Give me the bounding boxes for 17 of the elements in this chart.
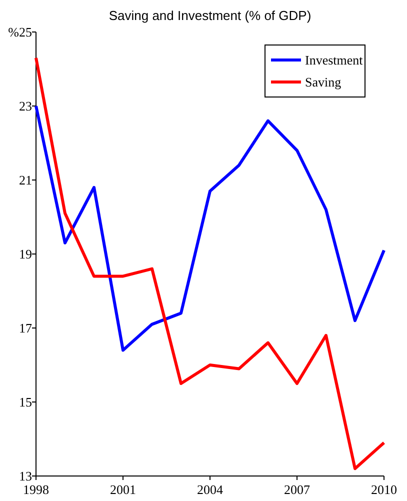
y-tick-label: 15: [19, 394, 32, 410]
y-tick-label: 19: [19, 246, 32, 262]
x-tick-label: 2010: [371, 482, 397, 497]
y-tick-label: %25: [8, 24, 32, 40]
y-tick-label: 21: [19, 172, 32, 188]
y-tick-label: 23: [19, 98, 32, 114]
line-series: [34, 104, 386, 352]
x-tick-label: 1998: [23, 482, 49, 497]
x-tick-label: 2001: [110, 482, 136, 497]
y-tick-label: 13: [19, 468, 32, 484]
chart-title: Saving and Investment (% of GDP): [108, 8, 312, 23]
y-tick-label: 17: [19, 320, 32, 336]
line-series: [34, 56, 386, 470]
x-tick-label: 2007: [284, 482, 310, 497]
x-tick-label: 2004: [197, 482, 224, 497]
legend-label: Saving: [305, 74, 342, 90]
legend-label: Investment: [305, 52, 364, 68]
